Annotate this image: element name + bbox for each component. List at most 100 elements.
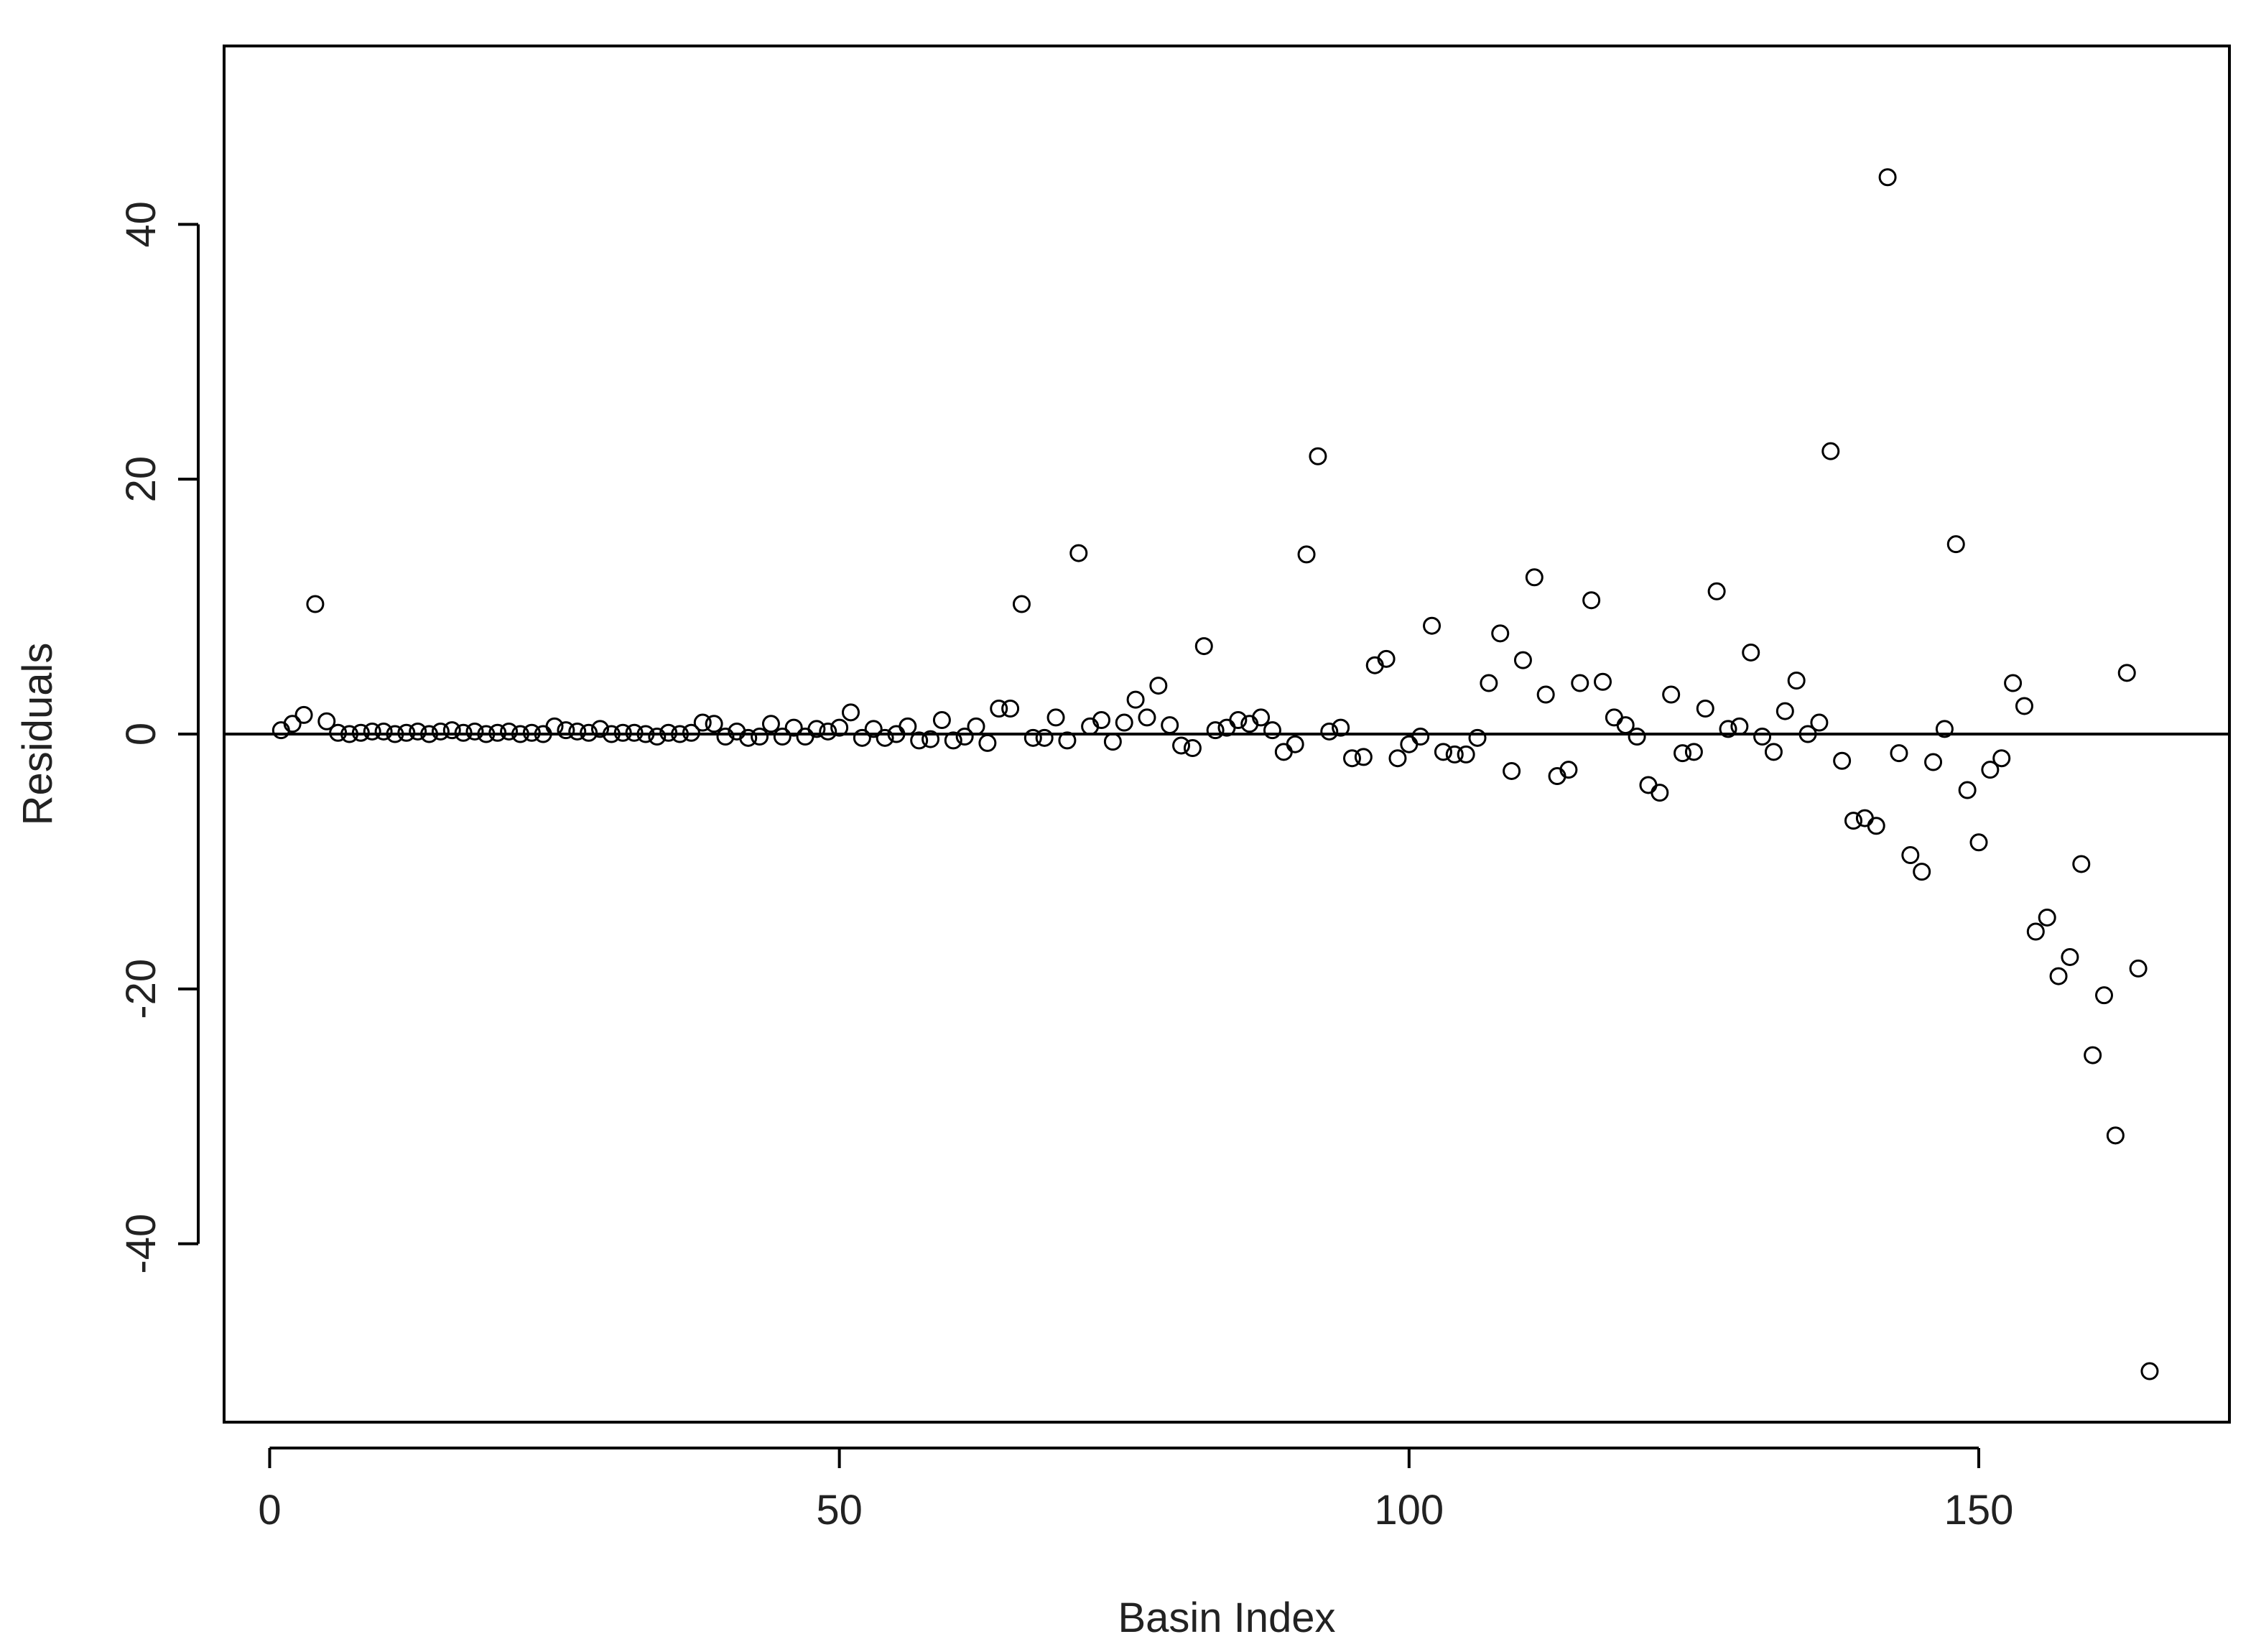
data-point bbox=[1946, 535, 1965, 554]
data-point bbox=[1229, 710, 1248, 729]
data-point bbox=[386, 725, 404, 743]
data-point bbox=[1787, 671, 1806, 690]
data-point bbox=[705, 715, 723, 733]
data-point bbox=[283, 715, 302, 733]
data-point bbox=[1320, 722, 1339, 741]
data-point bbox=[1274, 743, 1293, 761]
data-point bbox=[864, 720, 883, 738]
data-point bbox=[397, 723, 416, 742]
data-point bbox=[568, 722, 587, 741]
data-point bbox=[2004, 674, 2023, 692]
data-point bbox=[1400, 735, 1419, 753]
data-point bbox=[1172, 736, 1191, 755]
data-point bbox=[1662, 685, 1681, 704]
data-point bbox=[1571, 674, 1589, 692]
data-point bbox=[477, 725, 496, 743]
x-tick-label: 150 bbox=[1944, 1487, 2014, 1533]
data-point bbox=[340, 725, 358, 743]
data-point bbox=[1719, 720, 1737, 738]
data-point bbox=[1798, 725, 1817, 743]
data-point bbox=[2129, 959, 2148, 978]
data-point bbox=[853, 728, 871, 747]
y-tick-label: -40 bbox=[118, 1214, 164, 1274]
data-point bbox=[431, 722, 450, 741]
data-point bbox=[317, 712, 336, 730]
data-point bbox=[511, 725, 529, 743]
data-point bbox=[944, 731, 962, 750]
data-point bbox=[1935, 720, 1954, 738]
data-point bbox=[716, 728, 735, 746]
data-point bbox=[1035, 728, 1054, 747]
data-point bbox=[1901, 846, 1920, 865]
data-point bbox=[351, 723, 370, 742]
data-point bbox=[2061, 947, 2079, 966]
data-point bbox=[1252, 708, 1271, 727]
data-point bbox=[1605, 708, 1623, 727]
data-point bbox=[294, 705, 313, 724]
data-point bbox=[1286, 735, 1304, 753]
data-point bbox=[522, 723, 541, 742]
data-point bbox=[500, 722, 519, 741]
data-point bbox=[1434, 743, 1452, 761]
data-point bbox=[420, 725, 439, 743]
data-point bbox=[1775, 702, 1794, 720]
data-point bbox=[329, 723, 348, 742]
data-point bbox=[1423, 616, 1442, 635]
data-point bbox=[1138, 708, 1156, 727]
data-point bbox=[842, 703, 860, 722]
data-point bbox=[659, 723, 678, 742]
y-tick-label: 0 bbox=[118, 723, 164, 746]
data-point bbox=[784, 718, 803, 737]
data-point bbox=[2072, 855, 2091, 873]
data-point bbox=[306, 595, 325, 613]
data-points bbox=[271, 168, 2159, 1380]
data-point bbox=[1103, 733, 1122, 751]
data-point bbox=[1012, 595, 1031, 613]
data-point bbox=[1924, 753, 1943, 771]
data-point bbox=[1001, 700, 1020, 718]
data-point bbox=[1559, 761, 1578, 779]
data-point bbox=[363, 722, 381, 741]
data-point bbox=[2049, 967, 2068, 985]
data-point bbox=[2106, 1126, 2125, 1145]
data-point bbox=[1115, 713, 1133, 732]
data-point bbox=[899, 717, 917, 735]
data-point bbox=[807, 720, 826, 738]
data-point bbox=[922, 730, 940, 748]
data-point bbox=[442, 721, 461, 740]
data-point bbox=[1674, 744, 1692, 763]
data-point bbox=[374, 722, 393, 741]
data-point bbox=[580, 723, 598, 742]
data-point bbox=[1958, 781, 1977, 799]
data-point bbox=[1582, 591, 1601, 610]
x-axis-title: Basin Index bbox=[1118, 1595, 1335, 1641]
data-point bbox=[2095, 986, 2113, 1005]
data-point bbox=[1639, 776, 1658, 794]
data-point bbox=[1753, 728, 1772, 746]
data-point bbox=[1981, 761, 2000, 779]
data-point bbox=[1092, 710, 1110, 729]
data-point bbox=[1878, 168, 1897, 187]
data-point bbox=[932, 710, 951, 729]
data-point bbox=[1513, 651, 1532, 669]
y-tick-label: 20 bbox=[118, 456, 164, 503]
data-point bbox=[488, 723, 507, 742]
data-point bbox=[465, 722, 484, 741]
data-point bbox=[1890, 744, 1908, 763]
data-point bbox=[1388, 749, 1407, 768]
data-point bbox=[1844, 812, 1862, 830]
data-point bbox=[1194, 637, 1213, 656]
data-point bbox=[2015, 697, 2033, 715]
data-point bbox=[1332, 718, 1350, 737]
data-point bbox=[682, 723, 700, 742]
data-point bbox=[1536, 685, 1555, 704]
data-point bbox=[1821, 442, 1840, 460]
data-point bbox=[1069, 544, 1088, 562]
data-point bbox=[2117, 664, 2136, 682]
x-tick-label: 100 bbox=[1374, 1487, 1444, 1533]
data-point bbox=[1309, 447, 1327, 465]
data-point bbox=[591, 720, 609, 738]
data-point bbox=[1913, 863, 1931, 881]
data-point bbox=[1411, 728, 1430, 746]
